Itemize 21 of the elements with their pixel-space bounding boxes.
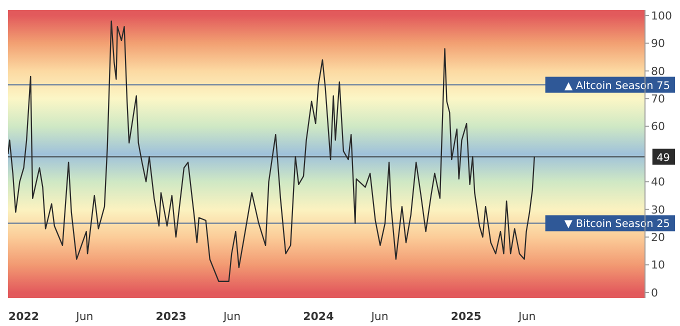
y-tick-label: 20 — [651, 230, 665, 244]
y-tick-label: 0 — [651, 286, 658, 300]
x-tick-label: 2022 — [8, 310, 40, 323]
x-tick-label: Jun — [222, 310, 241, 323]
y-tick-label: 80 — [651, 64, 665, 78]
x-tick-label: Jun — [370, 310, 388, 323]
x-tick-label: 2024 — [303, 310, 334, 323]
ref-line-label: 49 — [656, 152, 670, 164]
ref-line-label: ▲ Altcoin Season 75 — [564, 80, 670, 92]
x-tick-label: 2023 — [156, 310, 186, 323]
y-tick-label: 40 — [651, 176, 665, 189]
x-tick-label: Jun — [518, 310, 536, 323]
x-tick-label: 2025 — [450, 310, 482, 323]
y-tick-label: 10 — [651, 258, 665, 272]
y-tick-label: 30 — [651, 203, 665, 216]
y-tick-label: 90 — [651, 37, 665, 50]
y-tick-label: 100 — [651, 9, 672, 22]
y-tick-label: 70 — [651, 92, 665, 106]
ref-line-label: ▼ Bitcoin Season 25 — [564, 218, 670, 230]
x-tick-label: Jun — [75, 310, 94, 323]
y-tick-label: 60 — [651, 120, 665, 134]
